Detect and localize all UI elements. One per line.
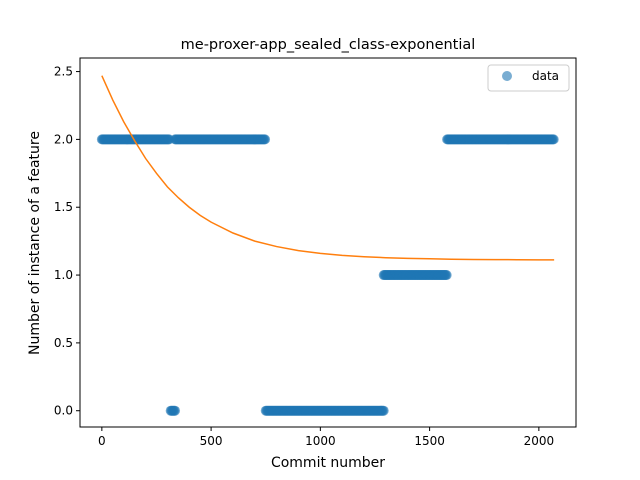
legend-marker-data — [502, 71, 512, 81]
fit-line — [101, 75, 555, 261]
x-tick-label: 1000 — [305, 434, 336, 448]
data-point — [378, 405, 389, 416]
data-run-4 — [378, 270, 452, 281]
x-tick-label: 500 — [200, 434, 223, 448]
x-tick-label: 1500 — [414, 434, 445, 448]
plot-frame — [79, 57, 577, 428]
y-tick-label: 1.0 — [54, 268, 73, 282]
y-tick-label: 2.5 — [54, 65, 73, 79]
plot-area — [96, 75, 559, 416]
y-tick-label: 2.0 — [54, 132, 73, 146]
y-tick-label: 0.0 — [54, 404, 73, 418]
data-run-5 — [442, 134, 559, 145]
x-axis-title: Commit number — [271, 455, 385, 471]
y-tick-label: 0.5 — [54, 336, 73, 350]
y-tick-label: 1.5 — [54, 200, 73, 214]
data-run-1 — [165, 405, 181, 416]
data-run-2 — [170, 134, 271, 145]
legend-label-data: data — [532, 69, 559, 83]
axis-ticks: 0 500 1000 1500 2000 0.0 0.5 1.0 1.5 2.0 2.5 — [54, 65, 554, 448]
data-run-3 — [260, 405, 389, 416]
legend: data — [487, 64, 570, 92]
data-point — [441, 270, 452, 281]
y-axis-title: Number of instance of a feature — [27, 131, 43, 355]
data-point — [170, 405, 181, 416]
x-tick-label: 2000 — [524, 434, 555, 448]
data-point — [260, 134, 271, 145]
x-tick-label: 0 — [98, 434, 106, 448]
data-run-0 — [96, 134, 175, 145]
data-point — [548, 134, 559, 145]
chart-title: me-proxer-app_sealed_class-exponential — [181, 37, 476, 53]
